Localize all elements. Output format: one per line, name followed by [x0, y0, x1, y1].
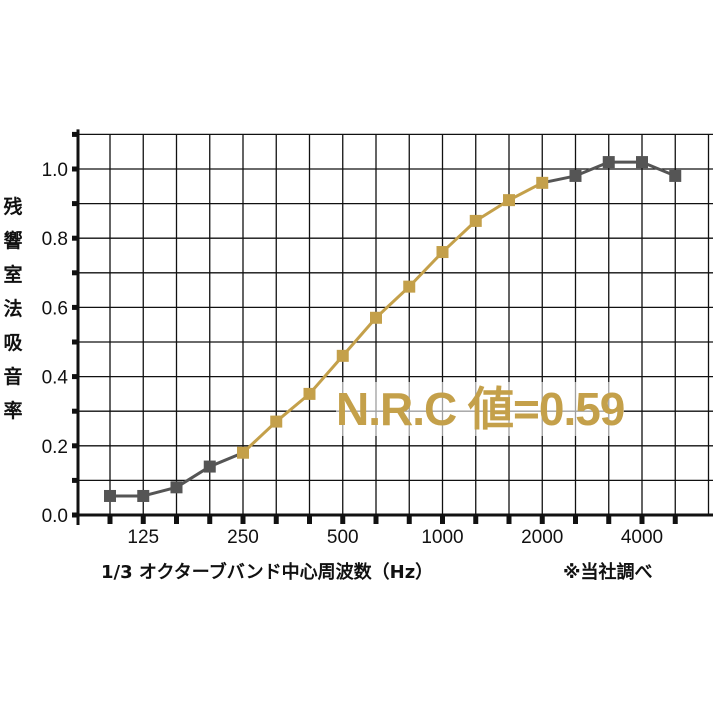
y-tick-label: 1.0 — [42, 160, 68, 181]
x-tick-label: 250 — [227, 527, 259, 548]
x-tick-mark — [307, 515, 312, 524]
x-tick-mark — [473, 515, 479, 524]
y-tick-label: 0.8 — [42, 229, 68, 250]
x-tick-mark — [639, 515, 645, 524]
data-point — [636, 156, 648, 169]
y-tick-mark — [72, 270, 78, 276]
x-tick-mark — [207, 515, 213, 524]
x-tick-mark — [174, 515, 179, 524]
series-segment — [341, 316, 378, 357]
y-tick-mark — [72, 339, 78, 345]
data-point — [536, 176, 549, 189]
y-tick-mark — [72, 443, 78, 449]
y-tick-label: 0.2 — [42, 437, 68, 458]
x-tick-label: 125 — [127, 527, 159, 548]
data-point — [503, 194, 515, 207]
x-tick-label: 1000 — [421, 527, 463, 548]
x-tick-mark — [373, 515, 379, 524]
data-point — [569, 169, 582, 182]
x-tick-label: 2000 — [521, 527, 563, 548]
x-tick-mark — [140, 515, 146, 524]
y-tick-label: 0.0 — [42, 506, 68, 527]
data-point — [104, 489, 116, 502]
y-tick-mark — [72, 408, 78, 414]
series-segment — [308, 354, 344, 395]
x-tick-mark — [573, 515, 578, 524]
y-tick-label: 0.4 — [42, 368, 69, 389]
x-axis-label: 1/3 オクターブバンド中心周波数（Hz） — [101, 562, 434, 583]
data-point — [237, 446, 249, 459]
y-tick-mark — [72, 166, 78, 172]
x-tick-mark — [606, 515, 612, 524]
x-tick-mark — [406, 515, 412, 524]
y-tick-mark — [72, 131, 78, 137]
data-point — [170, 481, 183, 494]
data-point — [303, 387, 316, 400]
x-tick-mark — [240, 515, 246, 524]
data-point — [403, 280, 416, 293]
data-point — [436, 246, 449, 259]
y-tick-mark — [72, 201, 78, 207]
data-point — [336, 349, 349, 362]
x-tick-label: 500 — [327, 527, 359, 548]
data-point — [669, 169, 682, 182]
y-tick-label: 0.6 — [42, 298, 68, 319]
x-tick-mark — [506, 515, 512, 524]
data-point — [137, 489, 150, 502]
x-tick-mark — [273, 515, 279, 524]
y-tick-mark — [72, 235, 78, 241]
x-tick-label: 4000 — [621, 527, 663, 548]
x-tick-mark — [539, 515, 545, 524]
y-tick-mark — [72, 304, 78, 310]
x-tick-mark — [107, 515, 113, 524]
data-point — [602, 156, 615, 169]
x-tick-mark — [672, 515, 678, 524]
data-point — [370, 311, 382, 324]
x-tick-mark — [440, 515, 445, 524]
y-tick-mark — [72, 477, 78, 483]
y-tick-mark — [72, 374, 78, 380]
nrc-annotation: N.R.C 値=0.59 — [336, 382, 625, 436]
x-tick-mark — [340, 515, 346, 524]
data-point — [469, 214, 482, 227]
y-tick-mark — [72, 512, 78, 518]
data-point — [270, 415, 283, 428]
source-note: ※当社調べ — [563, 562, 653, 583]
y-axis-label: 残響室法吸音率 — [3, 196, 23, 422]
data-point — [203, 460, 216, 473]
